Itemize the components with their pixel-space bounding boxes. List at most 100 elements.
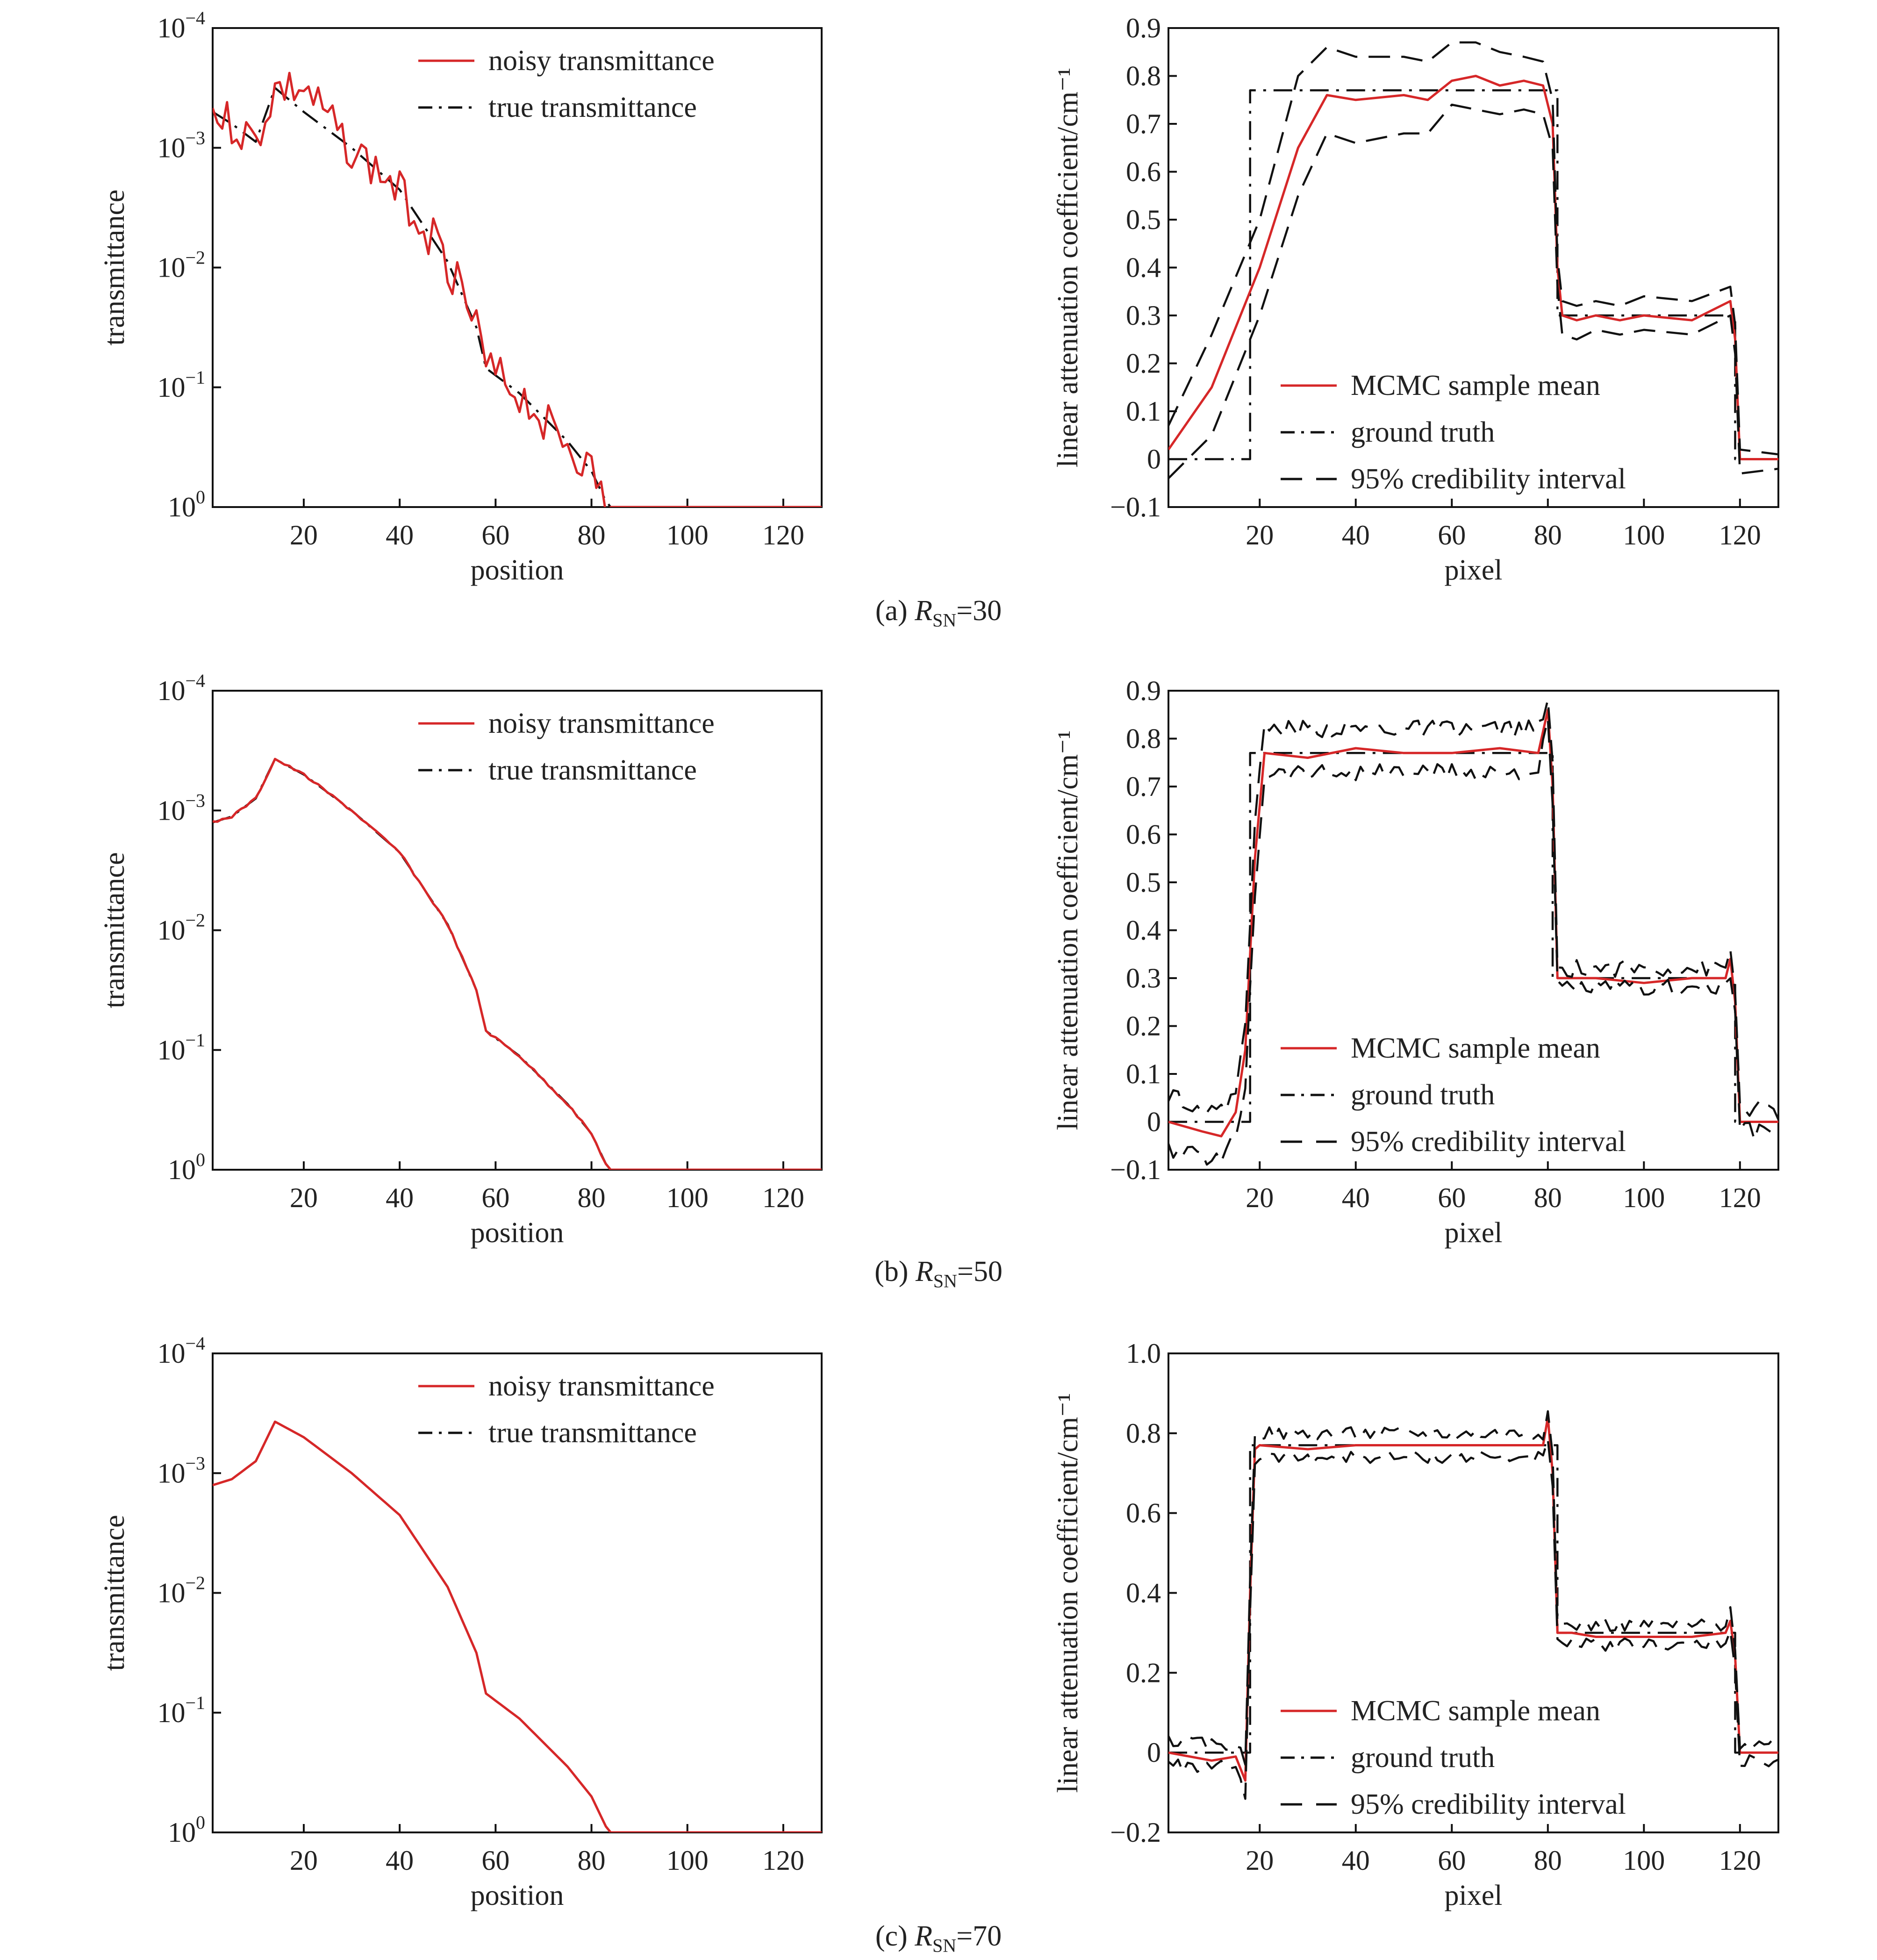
plot-area [213, 1420, 822, 1832]
y-axis-label: linear attenuation coefficient/cm⁻¹ [1052, 1393, 1084, 1793]
chart-b-left: 20 40 60 80 100 120 position 100 10−1 10−2 10−3 10−… [99, 670, 823, 1249]
y-tick-label: 0 [1147, 1737, 1161, 1768]
x-tick-label: 60 [481, 520, 509, 551]
y-tick-label: 0.9 [1126, 675, 1161, 706]
y-axis-label: transmittance [99, 190, 130, 346]
plot-area [1168, 1410, 1778, 1800]
y-tick-label: 0.4 [1126, 1578, 1161, 1609]
plot-area [1168, 41, 1778, 479]
x-tick-label: 20 [290, 1845, 318, 1876]
y-tick-label: 1.0 [1126, 1338, 1161, 1369]
x-tick-label: 20 [290, 520, 318, 551]
legend-label: ground truth [1351, 1742, 1495, 1774]
series-line-noisy-transmittance [213, 72, 822, 507]
series-line-95-credibility-interval [1168, 1410, 1778, 1766]
series-line-true-transmittance [213, 758, 822, 1170]
caption-a: (a) RSN=30 [875, 595, 1002, 631]
y-tick-label: 0.3 [1126, 963, 1161, 994]
series-line-true-transmittance [213, 86, 822, 507]
y-axis-label: transmittance [99, 852, 130, 1009]
legend-label: MCMC sample mean [1351, 370, 1600, 401]
x-tick-label: 120 [1719, 520, 1761, 551]
y-tick-label: 0.8 [1126, 723, 1161, 754]
chart-c-right: 20 40 60 80 100 120 pixel −0.2 0 0.2 0.4 0.6 0.8 1.0 l… [1052, 1338, 1779, 1911]
y-tick-label: 0.6 [1126, 1498, 1161, 1529]
series-line-95-credibility-interval [1168, 718, 1778, 1166]
x-tick-label: 80 [1534, 520, 1562, 551]
y-tick-label: 0.5 [1126, 204, 1161, 235]
x-tick-label: 40 [386, 1845, 414, 1876]
y-tick-label: 100 [168, 1149, 205, 1185]
x-tick-label: 100 [666, 1845, 709, 1876]
y-tick-label: 100 [168, 486, 205, 522]
x-tick-label: 20 [1246, 1182, 1274, 1213]
y-tick-label: 0.4 [1126, 915, 1161, 946]
plot-area [213, 72, 822, 507]
legend-label: true transmittance [488, 1417, 697, 1449]
y-tick-label: 0.7 [1126, 108, 1161, 139]
x-axis-label: pixel [1445, 554, 1503, 586]
y-tick-label: 0.8 [1126, 1418, 1161, 1449]
x-tick-label: 20 [1246, 1845, 1274, 1876]
series-line-noisy-transmittance [213, 1420, 822, 1832]
y-tick-label: −0.2 [1110, 1817, 1161, 1848]
x-tick-label: 60 [481, 1182, 509, 1213]
y-tick-label: 10−1 [157, 1030, 205, 1066]
x-tick-label: 80 [1534, 1182, 1562, 1213]
series-line-mcmc-sample-mean [1168, 708, 1778, 1137]
y-axis-label: transmittance [99, 1515, 130, 1671]
y-tick-label: 0.6 [1126, 819, 1161, 850]
y-tick-label: 0.1 [1126, 396, 1161, 427]
y-tick-label: 10−2 [157, 910, 205, 946]
x-tick-label: 100 [1623, 520, 1665, 551]
x-tick-label: 120 [762, 1845, 804, 1876]
x-tick-label: 80 [578, 520, 606, 551]
caption-b: (b) RSN=50 [874, 1256, 1003, 1292]
x-axis-label: position [471, 1880, 564, 1911]
y-tick-label: 0.8 [1126, 61, 1161, 92]
y-tick-label: 0.6 [1126, 157, 1161, 187]
y-tick-label: 10−3 [157, 790, 205, 826]
x-tick-label: 40 [1342, 520, 1370, 551]
x-axis-label: pixel [1445, 1217, 1503, 1249]
plot-area [213, 758, 822, 1170]
series-line-95-credibility-interval [1168, 1438, 1778, 1800]
legend-label: true transmittance [488, 754, 697, 786]
x-tick-label: 80 [1534, 1845, 1562, 1876]
legend-label: noisy transmittance [488, 708, 715, 739]
x-tick-label: 100 [666, 1182, 709, 1213]
y-tick-label: −0.1 [1110, 492, 1161, 522]
y-tick-label: 0.3 [1126, 300, 1161, 331]
y-tick-label: 10−4 [157, 670, 205, 706]
x-tick-label: 100 [666, 520, 709, 551]
y-tick-label: 0 [1147, 444, 1161, 475]
x-tick-label: 120 [762, 1182, 804, 1213]
series-line-true-transmittance [213, 1420, 822, 1832]
y-tick-label: 10−2 [157, 247, 205, 283]
x-tick-label: 100 [1623, 1845, 1665, 1876]
series-line-noisy-transmittance [213, 758, 822, 1170]
y-tick-label: 0.7 [1126, 771, 1161, 802]
y-tick-label: 0.9 [1126, 13, 1161, 43]
x-tick-label: 100 [1623, 1182, 1665, 1213]
y-tick-label: 0 [1147, 1107, 1161, 1137]
x-tick-label: 80 [578, 1845, 606, 1876]
series-line-mcmc-sample-mean [1168, 75, 1778, 460]
y-tick-label: 0.1 [1126, 1059, 1161, 1089]
x-tick-label: 120 [1719, 1182, 1761, 1213]
chart-c-left: 20 40 60 80 100 120 position 100 10−1 10−2 10−3 10−… [99, 1333, 823, 1911]
y-tick-label: 0.2 [1126, 1657, 1161, 1688]
x-tick-label: 20 [1246, 520, 1274, 551]
x-tick-label: 40 [1342, 1182, 1370, 1213]
x-tick-label: 60 [1438, 520, 1466, 551]
legend-label: 95% credibility interval [1351, 1126, 1626, 1158]
y-tick-label: 10−3 [157, 127, 205, 163]
y-tick-label: 0.5 [1126, 867, 1161, 898]
series-line-ground-truth [1168, 752, 1778, 1123]
legend-label: noisy transmittance [488, 45, 715, 77]
y-tick-label: 10−2 [157, 1573, 205, 1609]
x-tick-label: 60 [481, 1845, 509, 1876]
x-tick-label: 40 [386, 520, 414, 551]
y-tick-label: 0.2 [1126, 348, 1161, 379]
